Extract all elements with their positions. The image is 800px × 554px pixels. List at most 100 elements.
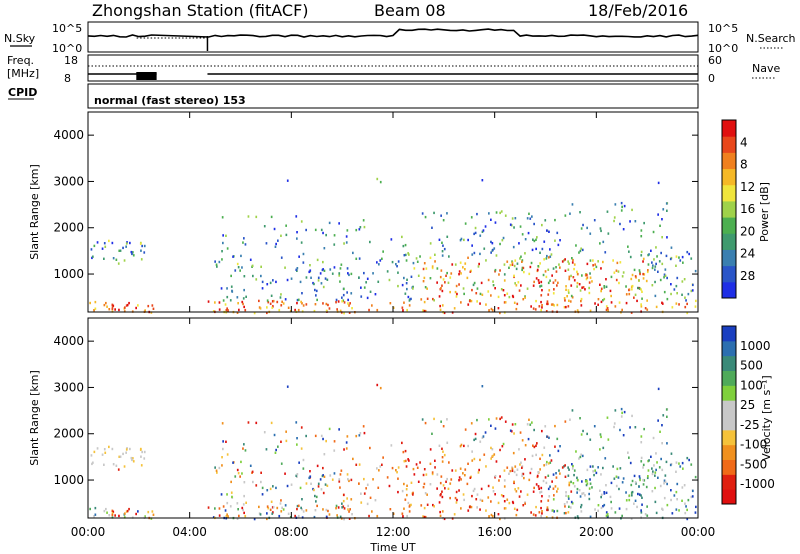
heatmap-cell bbox=[552, 473, 555, 476]
heatmap-cell bbox=[567, 268, 570, 271]
heatmap-cell bbox=[666, 415, 668, 418]
heatmap-cell bbox=[343, 448, 345, 451]
heatmap-cell bbox=[580, 297, 583, 301]
heatmap-cell bbox=[280, 234, 282, 237]
heatmap-cell bbox=[661, 424, 663, 427]
heatmap-cell bbox=[592, 259, 594, 262]
heatmap-cell bbox=[597, 466, 599, 469]
heatmap-cell bbox=[552, 267, 555, 270]
heatmap-cell bbox=[556, 509, 559, 513]
heatmap-cell bbox=[440, 475, 443, 478]
heatmap-cell bbox=[533, 280, 535, 284]
heatmap-cell bbox=[231, 289, 233, 293]
heatmap-cell bbox=[537, 471, 540, 474]
heatmap-cell bbox=[570, 274, 572, 278]
heatmap-cell bbox=[425, 267, 428, 270]
heatmap-cell bbox=[440, 214, 442, 217]
heatmap-cell bbox=[296, 437, 298, 440]
heatmap-cell bbox=[404, 253, 407, 257]
heatmap-cell bbox=[419, 255, 421, 258]
heatmap-cell bbox=[340, 263, 343, 266]
heatmap-cell bbox=[479, 234, 482, 237]
heatmap-cell bbox=[431, 471, 434, 474]
heatmap-cell bbox=[296, 473, 299, 476]
heatmap-cell bbox=[650, 249, 652, 252]
heatmap-cell bbox=[326, 484, 329, 487]
heatmap-cell bbox=[260, 265, 262, 268]
heatmap-cell bbox=[669, 463, 672, 467]
heatmap-cell bbox=[341, 300, 343, 303]
heatmap-cell bbox=[554, 279, 557, 282]
heatmap-cell bbox=[515, 307, 518, 311]
heatmap-cell bbox=[454, 263, 457, 266]
heatmap-cell bbox=[372, 478, 374, 481]
heatmap-cell bbox=[453, 307, 456, 310]
heatmap-cell bbox=[132, 254, 135, 257]
heatmap-cell bbox=[607, 438, 610, 441]
heatmap-cell bbox=[575, 450, 577, 453]
heatmap-cell bbox=[273, 227, 276, 231]
heatmap-cell bbox=[621, 275, 624, 278]
heatmap-cell bbox=[106, 305, 108, 308]
heatmap-cell bbox=[305, 482, 308, 485]
heatmap-cell bbox=[644, 513, 647, 516]
heatmap-cell bbox=[346, 497, 348, 500]
heatmap-cell bbox=[419, 461, 421, 464]
y-tick-label: 1000 bbox=[53, 267, 84, 281]
heatmap-cell bbox=[539, 251, 541, 254]
heatmap-cell bbox=[319, 478, 322, 481]
heatmap-cell bbox=[631, 288, 633, 291]
heatmap-cell bbox=[458, 476, 461, 479]
colorbar-swatch bbox=[722, 444, 736, 460]
heatmap-cell bbox=[638, 269, 641, 272]
heatmap-cell bbox=[221, 422, 224, 425]
heatmap-cell bbox=[152, 307, 155, 310]
heatmap-cell bbox=[639, 272, 641, 276]
heatmap-cell bbox=[519, 225, 522, 228]
heatmap-cell bbox=[253, 311, 256, 315]
heatmap-cell bbox=[547, 499, 550, 502]
heatmap-cell bbox=[252, 480, 254, 484]
heatmap-cell bbox=[438, 501, 441, 504]
heatmap-cell bbox=[358, 434, 361, 437]
heatmap-cell bbox=[313, 282, 315, 286]
heatmap-cell bbox=[481, 293, 484, 296]
heatmap-cell bbox=[564, 214, 567, 217]
heatmap-cell bbox=[556, 437, 559, 441]
heatmap-cell bbox=[139, 242, 142, 245]
xaxis-label: Time UT bbox=[369, 541, 415, 554]
heatmap-cell bbox=[343, 493, 345, 497]
heatmap-cell bbox=[130, 250, 133, 254]
heatmap-cell bbox=[494, 268, 497, 272]
heatmap-cell bbox=[634, 293, 637, 296]
heatmap-cell bbox=[579, 417, 581, 420]
heatmap-cell bbox=[563, 503, 566, 506]
heatmap-cell bbox=[242, 302, 244, 306]
heatmap-cell bbox=[272, 279, 274, 282]
heatmap-cell bbox=[527, 437, 530, 441]
heatmap-cell bbox=[432, 297, 434, 301]
heatmap-cell bbox=[355, 463, 358, 466]
heatmap-cell bbox=[346, 435, 349, 438]
heatmap-cell bbox=[386, 476, 389, 479]
heatmap-cell bbox=[550, 509, 553, 512]
heatmap-cell bbox=[567, 511, 570, 514]
heatmap-cell bbox=[657, 387, 660, 391]
heatmap-cell bbox=[381, 257, 383, 260]
heatmap-cell bbox=[131, 458, 133, 462]
heatmap-cell bbox=[485, 465, 487, 468]
heatmap-cell bbox=[352, 251, 354, 255]
heatmap-cell bbox=[556, 490, 558, 493]
heatmap-cell bbox=[90, 454, 93, 457]
heatmap-cell bbox=[476, 287, 479, 290]
heatmap-cell bbox=[91, 462, 93, 466]
heatmap-cell bbox=[266, 512, 268, 515]
nsearch-tick-high: 10^5 bbox=[708, 22, 738, 35]
heatmap-cell bbox=[600, 287, 603, 290]
heatmap-cell bbox=[618, 507, 621, 510]
heatmap-cell bbox=[439, 510, 441, 514]
heatmap-cell bbox=[555, 476, 558, 479]
heatmap-cell bbox=[503, 479, 506, 482]
heatmap-cell bbox=[552, 498, 555, 501]
heatmap-cell bbox=[366, 277, 369, 280]
